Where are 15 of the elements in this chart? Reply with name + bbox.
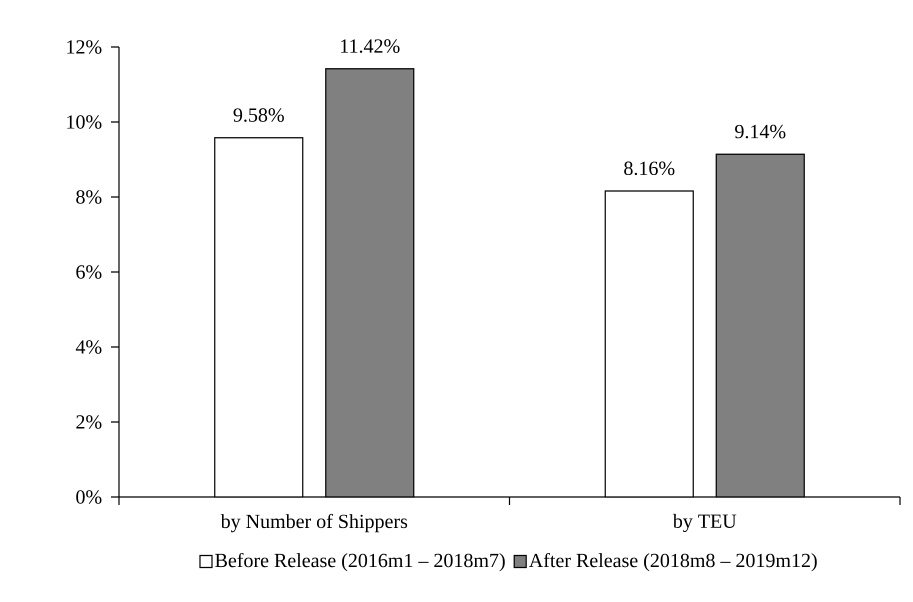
data-label: 8.16% (624, 162, 674, 176)
data-label: 9.14% (735, 124, 786, 138)
y-tick-label: 4% (76, 340, 102, 354)
legend-label: Before Release (2016m1 – 2018m7) (215, 552, 505, 572)
x-tick-label: by TEU (672, 514, 736, 532)
legend-label: After Release (2018m8 – 2019m12) (529, 552, 817, 572)
y-tick-label: 2% (76, 415, 102, 429)
y-tick-label: 12% (67, 40, 102, 54)
x-tick-label: by Number of Shippers (220, 514, 408, 532)
data-label: 11.42% (341, 39, 400, 53)
y-tick-label: 0% (76, 490, 102, 504)
data-label: 9.58% (234, 108, 284, 122)
y-tick-label: 6% (76, 265, 102, 279)
y-tick-label: 10% (67, 115, 102, 129)
y-tick-label: 8% (76, 190, 102, 204)
